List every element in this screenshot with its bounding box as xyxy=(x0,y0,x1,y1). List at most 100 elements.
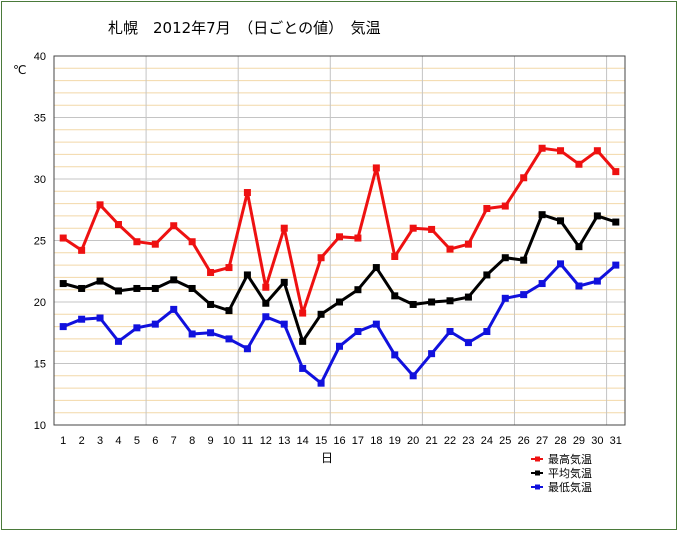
y-tick-label: 40 xyxy=(34,51,46,63)
data-point xyxy=(243,345,251,353)
x-tick-label: 28 xyxy=(554,435,566,447)
data-point xyxy=(262,283,270,291)
data-point xyxy=(188,238,196,246)
legend-label: 最高気温 xyxy=(548,452,592,466)
x-tick-label: 10 xyxy=(223,435,235,447)
data-point xyxy=(483,271,491,279)
plot-border xyxy=(53,55,626,426)
data-point xyxy=(464,240,472,248)
y-tick-label: 10 xyxy=(34,420,46,432)
data-point xyxy=(354,286,362,294)
x-tick-label: 8 xyxy=(189,435,195,447)
chart-title: 札幌 2012年7月 （日ごとの値） 気温 xyxy=(108,19,381,37)
data-point xyxy=(96,201,104,209)
data-point xyxy=(501,202,509,210)
data-point xyxy=(520,291,528,299)
data-point xyxy=(225,335,233,343)
data-point xyxy=(391,292,399,300)
data-point xyxy=(336,298,343,306)
data-point xyxy=(612,218,620,226)
data-point xyxy=(372,164,380,172)
data-point xyxy=(133,324,141,332)
data-point xyxy=(317,379,325,387)
x-tick-label: 16 xyxy=(333,435,345,447)
x-tick-label: 1 xyxy=(60,435,66,447)
data-point xyxy=(575,282,583,290)
x-tick-label: 5 xyxy=(134,435,140,447)
x-tick-label: 9 xyxy=(208,435,214,447)
legend-marker xyxy=(535,484,540,490)
data-point xyxy=(114,287,122,295)
data-point xyxy=(151,284,159,292)
data-point xyxy=(336,233,343,241)
data-point xyxy=(114,337,122,345)
x-tick-label: 25 xyxy=(499,435,511,447)
legend-item: 最低気温 xyxy=(531,480,592,494)
x-tick-label: 14 xyxy=(297,435,309,447)
x-tick-label: 19 xyxy=(389,435,401,447)
data-point xyxy=(354,328,362,336)
legend-item: 最高気温 xyxy=(531,452,592,466)
x-tick-label: 3 xyxy=(97,435,103,447)
x-tick-label: 26 xyxy=(518,435,530,447)
data-point xyxy=(207,329,215,337)
data-point xyxy=(262,313,270,321)
data-point xyxy=(299,364,307,372)
x-tick-label: 13 xyxy=(278,435,290,447)
data-point xyxy=(483,205,491,213)
data-point xyxy=(428,225,436,233)
data-point xyxy=(299,337,307,345)
data-point xyxy=(557,260,565,268)
data-point xyxy=(336,342,343,350)
legend-label: 最低気温 xyxy=(548,480,592,494)
data-point xyxy=(409,224,417,232)
data-point xyxy=(78,246,86,254)
data-point xyxy=(538,211,546,219)
x-tick-label: 12 xyxy=(260,435,272,447)
legend-item: 平均気温 xyxy=(531,466,592,480)
data-point xyxy=(317,254,325,262)
y-tick-label: 20 xyxy=(34,297,46,309)
data-point xyxy=(428,350,436,358)
data-point xyxy=(575,160,583,168)
data-point xyxy=(207,268,215,276)
legend-label: 平均気温 xyxy=(548,466,592,480)
data-point xyxy=(151,320,159,328)
data-point xyxy=(59,280,67,288)
x-tick-label: 31 xyxy=(610,435,622,447)
data-point xyxy=(612,168,620,176)
data-point xyxy=(538,280,546,288)
grid xyxy=(54,55,625,426)
y-tick-label: 35 xyxy=(34,113,46,125)
data-point xyxy=(78,315,86,323)
data-point xyxy=(59,323,67,331)
data-point xyxy=(207,300,215,308)
data-point xyxy=(409,300,417,308)
data-point xyxy=(96,277,104,285)
data-point xyxy=(557,147,565,155)
data-point xyxy=(114,221,122,229)
data-point xyxy=(170,305,178,313)
data-point xyxy=(501,254,509,262)
data-point xyxy=(501,294,509,302)
x-tick-label: 27 xyxy=(536,435,548,447)
data-point xyxy=(612,261,620,269)
data-point xyxy=(372,320,380,328)
data-point xyxy=(151,240,159,248)
x-tick-label: 24 xyxy=(481,435,493,447)
data-point xyxy=(520,256,528,264)
data-point xyxy=(464,339,472,347)
x-tick-label: 2 xyxy=(79,435,85,447)
data-point xyxy=(354,234,362,242)
x-tick-label: 29 xyxy=(573,435,585,447)
x-tick-label: 20 xyxy=(407,435,419,447)
y-tick-label: 30 xyxy=(34,174,46,186)
data-point xyxy=(280,224,288,232)
x-tick-label: 23 xyxy=(462,435,474,447)
legend-marker xyxy=(535,470,540,476)
data-point xyxy=(593,277,601,285)
x-tick-label: 6 xyxy=(152,435,158,447)
series-group xyxy=(59,144,620,387)
